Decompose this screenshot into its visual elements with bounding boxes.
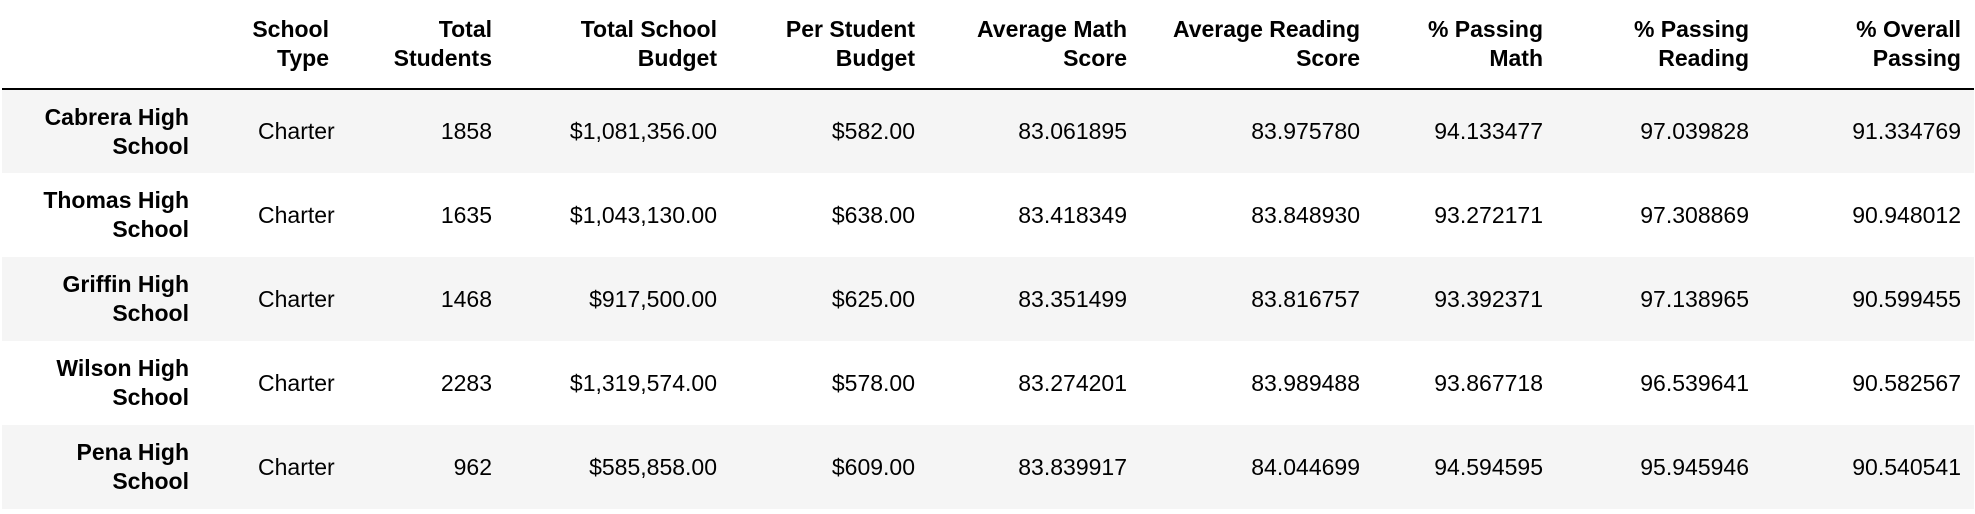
cell-percent-passing-math: 94.133477 [1434,118,1543,144]
index-header [2,0,202,90]
cell-percent-passing-reading: 97.138965 [1640,285,1749,312]
cell-percent-passing-reading: 96.539641 [1640,369,1749,396]
cell-average-reading-score: 83.848930 [1251,201,1360,228]
cell-total-school-budget: $917,500.00 [589,285,717,312]
cell-percent-overall-passing: 90.582567 [1852,369,1961,396]
cell-per-student-budget: $578.00 [831,369,915,396]
cell-average-math-score: 83.061895 [1018,118,1127,144]
cell-total-students: 1468 [440,285,492,312]
cell-average-math-score: 83.418349 [1018,201,1127,228]
column-header-average-math-score: Average Math Score [928,0,1140,90]
cell-per-student-budget: $638.00 [831,201,915,228]
cell-average-reading-score: 83.816757 [1251,285,1360,312]
cell-per-student-budget: $582.00 [831,118,915,144]
cell-average-math-score: 83.351499 [1018,285,1127,312]
column-header-total-school-budget: Total School Budget [505,0,730,90]
cell-per-student-budget: $609.00 [831,453,915,480]
cell-total-school-budget: $585,858.00 [589,453,717,480]
cell-total-students: 1635 [440,201,492,228]
cell-per-student-budget: $625.00 [831,285,915,312]
cell-total-students: 1858 [440,118,492,144]
table-row: Wilson High School Charter 2283 $1,319,5… [2,341,1974,425]
cell-school-type: Charter [258,369,335,396]
cell-average-math-score: 83.839917 [1018,453,1127,480]
cell-percent-overall-passing: 91.334769 [1852,118,1961,144]
cell-percent-overall-passing: 90.599455 [1852,285,1961,312]
header-row: School Type Total Students Total School … [2,0,1974,90]
cell-percent-overall-passing: 90.948012 [1852,201,1961,228]
row-label-school: Pena High School [76,439,189,494]
cell-average-reading-score: 83.975780 [1251,118,1360,144]
cell-average-math-score: 83.274201 [1018,369,1127,396]
cell-average-reading-score: 84.044699 [1251,453,1360,480]
column-header-percent-overall-passing: % Overall Passing [1762,0,1974,90]
cell-percent-passing-math: 93.272171 [1434,201,1543,228]
cell-percent-passing-math: 93.392371 [1434,285,1543,312]
table-body: Cabrera High School Charter 1858 $1,081,… [2,89,1974,509]
table-header: School Type Total Students Total School … [2,0,1974,90]
row-label-school: Cabrera High School [44,103,189,159]
cell-percent-passing-math: 94.594595 [1434,453,1543,480]
row-label-school: Thomas High School [43,187,189,242]
table-row: Cabrera High School Charter 1858 $1,081,… [2,89,1974,173]
table-row: Thomas High School Charter 1635 $1,043,1… [2,173,1974,257]
cell-school-type: Charter [258,118,335,144]
column-header-percent-passing-reading: % Passing Reading [1556,0,1762,90]
row-label-school: Griffin High School [62,271,189,326]
cell-school-type: Charter [258,201,335,228]
cell-school-type: Charter [258,285,335,312]
table-row: Pena High School Charter 962 $585,858.00… [2,425,1974,509]
cell-total-school-budget: $1,319,574.00 [569,369,717,396]
cell-percent-passing-reading: 97.039828 [1640,118,1749,144]
row-label-school: Wilson High School [56,355,189,410]
table-row: Griffin High School Charter 1468 $917,50… [2,257,1974,341]
cell-total-school-budget: $1,043,130.00 [569,201,717,228]
cell-total-students: 2283 [440,369,492,396]
cell-percent-passing-reading: 97.308869 [1640,201,1749,228]
cell-school-type: Charter [258,453,335,480]
cell-percent-passing-math: 93.867718 [1434,369,1543,396]
column-header-per-student-budget: Per Student Budget [730,0,928,90]
cell-total-students: 962 [453,453,492,480]
cell-percent-overall-passing: 90.540541 [1852,453,1961,480]
cell-average-reading-score: 83.989488 [1251,369,1360,396]
column-header-total-students: Total Students [342,0,505,90]
column-header-percent-passing-math: % Passing Math [1373,0,1556,90]
column-header-average-reading-score: Average Reading Score [1140,0,1373,90]
cell-total-school-budget: $1,081,356.00 [569,118,717,144]
column-header-school-type: School Type [202,0,342,90]
cell-percent-passing-reading: 95.945946 [1640,453,1749,480]
